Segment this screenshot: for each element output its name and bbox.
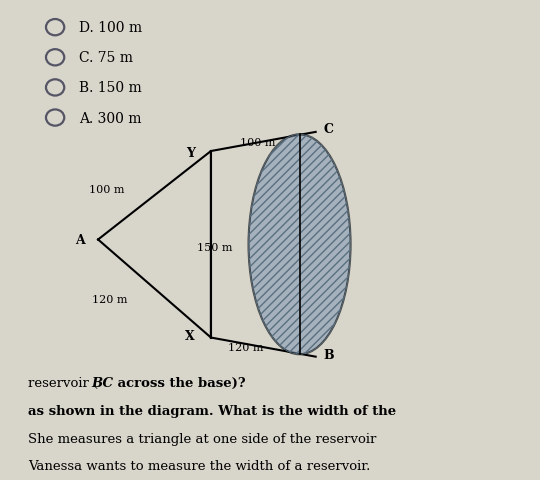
Text: B. 150 m: B. 150 m — [79, 81, 142, 95]
Text: A: A — [75, 233, 85, 247]
Text: Vanessa wants to measure the width of a reservoir.: Vanessa wants to measure the width of a … — [28, 459, 370, 472]
Text: BC: BC — [92, 376, 113, 389]
Text: 100 m: 100 m — [240, 137, 276, 147]
Text: C. 75 m: C. 75 m — [79, 51, 133, 65]
Text: as shown in the diagram. What is the width of the: as shown in the diagram. What is the wid… — [28, 404, 396, 417]
Text: 120 m: 120 m — [228, 342, 264, 352]
Text: A. 300 m: A. 300 m — [79, 111, 142, 125]
Text: Y: Y — [186, 147, 195, 160]
Text: She measures a triangle at one side of the reservoir: She measures a triangle at one side of t… — [28, 432, 376, 445]
Text: 150 m: 150 m — [198, 242, 233, 252]
Text: X: X — [185, 330, 195, 343]
Text: C: C — [323, 123, 334, 136]
Text: 120 m: 120 m — [92, 295, 127, 305]
Text: across the base)?: across the base)? — [113, 376, 246, 389]
Text: B: B — [323, 349, 334, 362]
Text: D. 100 m: D. 100 m — [79, 21, 143, 35]
Text: 100 m: 100 m — [90, 185, 125, 195]
Text: reservoir (: reservoir ( — [28, 376, 98, 389]
Ellipse shape — [248, 135, 350, 355]
